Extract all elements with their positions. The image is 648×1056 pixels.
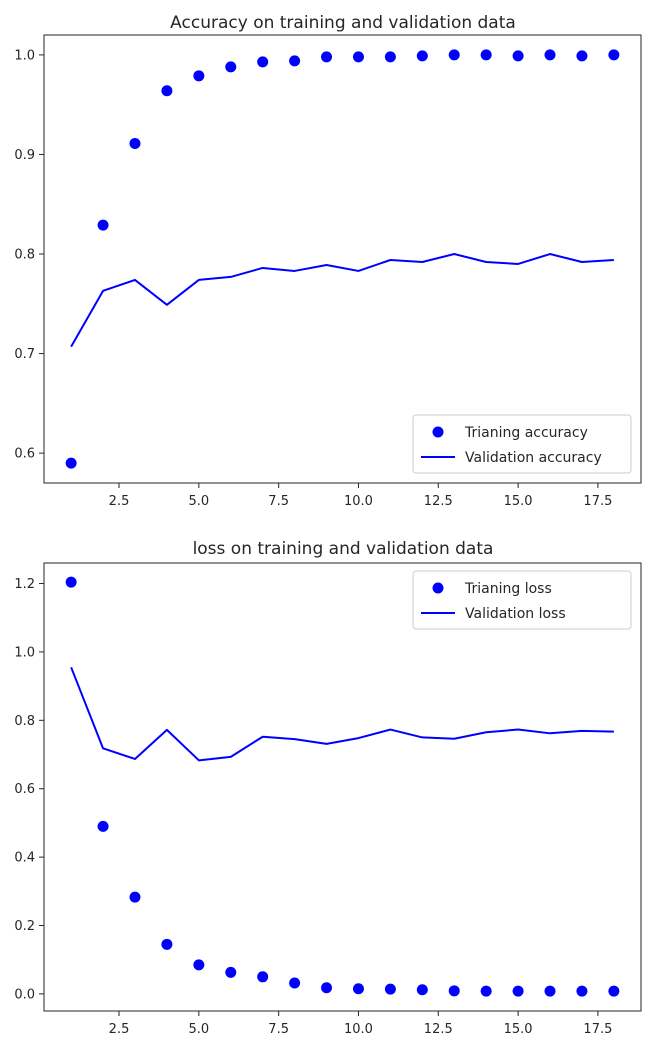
- legend-label: Trianing accuracy: [464, 425, 588, 441]
- training-point: [161, 938, 173, 950]
- chart-title: Accuracy on training and validation data: [170, 13, 516, 33]
- training-point: [289, 55, 301, 67]
- y-tick-label: 0.6: [14, 447, 35, 462]
- y-tick-label: 0.2: [14, 919, 35, 934]
- training-point: [448, 985, 460, 997]
- training-point: [544, 985, 556, 997]
- accuracy-chart: Accuracy on training and validation data…: [14, 13, 642, 509]
- x-tick-label: 5.0: [188, 1022, 209, 1037]
- x-tick-label: 2.5: [109, 494, 130, 509]
- training-point: [257, 971, 269, 983]
- training-point: [352, 983, 364, 995]
- x-tick-label: 7.5: [268, 1022, 289, 1037]
- x-tick-label: 10.0: [344, 494, 373, 509]
- y-tick-label: 0.0: [14, 987, 35, 1002]
- training-point: [480, 49, 492, 61]
- x-tick-label: 15.0: [504, 1022, 533, 1037]
- plot-area: [65, 576, 620, 997]
- loss-chart: loss on training and validation data 2.5…: [14, 539, 642, 1037]
- x-tick-label: 15.0: [504, 494, 533, 509]
- training-point: [352, 51, 364, 63]
- x-axis: 2.5 5.0 7.5 10.0 12.5 15.0 17.5: [109, 1011, 612, 1037]
- x-axis: 2.5 5.0 7.5 10.0 12.5 15.0 17.5: [109, 483, 612, 509]
- x-tick-label: 12.5: [424, 1022, 453, 1037]
- training-point: [97, 219, 109, 231]
- training-point: [65, 576, 77, 588]
- training-point: [416, 984, 428, 996]
- training-point: [576, 50, 588, 62]
- legend-label: Validation accuracy: [465, 450, 602, 466]
- chart-title: loss on training and validation data: [193, 539, 494, 559]
- training-point: [608, 49, 620, 61]
- y-tick-label: 1.0: [14, 645, 35, 660]
- axes-frame: [43, 34, 642, 484]
- legend: Trianing loss Validation loss: [412, 570, 632, 630]
- training-point: [608, 985, 620, 997]
- training-point: [480, 985, 492, 997]
- y-tick-label: 0.4: [14, 851, 35, 866]
- x-tick-label: 17.5: [583, 1022, 612, 1037]
- training-point: [289, 977, 301, 989]
- training-point: [321, 51, 333, 63]
- training-point: [225, 61, 237, 73]
- legend-box: [412, 414, 632, 474]
- training-point: [193, 70, 205, 82]
- y-tick-label: 0.8: [14, 714, 35, 729]
- training-point: [448, 49, 460, 61]
- training-point: [161, 85, 173, 97]
- y-tick-label: 0.7: [14, 347, 35, 362]
- validation-line: [70, 253, 614, 348]
- training-point: [193, 959, 205, 971]
- training-point: [129, 138, 141, 150]
- training-point: [512, 50, 524, 62]
- training-point: [416, 50, 428, 62]
- y-tick-label: 1.2: [14, 577, 35, 592]
- training-point: [384, 51, 396, 63]
- validation-line: [70, 666, 614, 762]
- training-point: [544, 49, 556, 61]
- y-axis: 0.0 0.2 0.4 0.6 0.8 1.0 1.2: [14, 577, 44, 1002]
- training-point: [576, 985, 588, 997]
- y-tick-label: 1.0: [14, 48, 35, 63]
- x-tick-label: 17.5: [583, 494, 612, 509]
- y-tick-label: 0.8: [14, 248, 35, 263]
- training-point: [225, 966, 237, 978]
- legend-label: Trianing loss: [464, 581, 552, 597]
- y-tick-label: 0.9: [14, 148, 35, 163]
- x-tick-label: 7.5: [268, 494, 289, 509]
- y-tick-label: 0.6: [14, 782, 35, 797]
- training-point: [97, 820, 109, 832]
- training-point: [257, 56, 269, 68]
- legend: Trianing accuracy Validation accuracy: [412, 414, 632, 474]
- legend-point-marker: [432, 582, 444, 594]
- plot-area: [65, 49, 620, 469]
- training-point: [129, 891, 141, 903]
- training-point: [512, 985, 524, 997]
- legend-label: Validation loss: [465, 606, 566, 622]
- legend-box: [412, 570, 632, 630]
- x-tick-label: 12.5: [424, 494, 453, 509]
- x-tick-label: 2.5: [109, 1022, 130, 1037]
- y-axis: 0.6 0.7 0.8 0.9 1.0: [14, 48, 44, 462]
- legend-point-marker: [432, 426, 444, 438]
- training-point: [321, 982, 333, 994]
- x-tick-label: 10.0: [344, 1022, 373, 1037]
- training-point: [65, 457, 77, 469]
- x-tick-label: 5.0: [188, 494, 209, 509]
- axes-frame: [43, 562, 642, 1012]
- training-point: [384, 983, 396, 995]
